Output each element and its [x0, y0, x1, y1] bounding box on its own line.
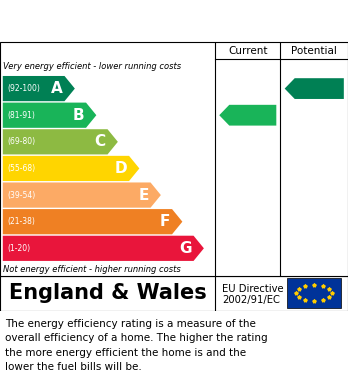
Text: 2002/91/EC: 2002/91/EC — [222, 294, 280, 305]
Text: A: A — [51, 81, 63, 96]
Text: (55-68): (55-68) — [7, 164, 35, 173]
Text: (92-100): (92-100) — [7, 84, 40, 93]
Text: Energy Efficiency Rating: Energy Efficiency Rating — [9, 13, 249, 31]
Text: England & Wales: England & Wales — [9, 283, 206, 303]
Polygon shape — [285, 78, 344, 99]
Text: C: C — [95, 135, 106, 149]
Text: D: D — [115, 161, 127, 176]
Polygon shape — [3, 183, 161, 208]
Polygon shape — [3, 209, 182, 234]
Text: G: G — [179, 241, 192, 256]
Text: B: B — [73, 108, 84, 123]
Bar — [287, 278, 341, 308]
Text: (69-80): (69-80) — [7, 137, 35, 146]
Polygon shape — [3, 102, 96, 128]
Text: Potential: Potential — [291, 46, 337, 56]
Polygon shape — [3, 236, 204, 261]
Polygon shape — [219, 105, 276, 126]
Text: (81-91): (81-91) — [7, 111, 35, 120]
Text: (21-38): (21-38) — [7, 217, 35, 226]
Text: 84: 84 — [252, 108, 273, 123]
Text: The energy efficiency rating is a measure of the
overall efficiency of a home. T: The energy efficiency rating is a measur… — [5, 319, 268, 372]
Text: EU Directive: EU Directive — [222, 284, 284, 294]
Text: 95: 95 — [319, 81, 340, 96]
Text: (1-20): (1-20) — [7, 244, 30, 253]
Polygon shape — [3, 129, 118, 154]
Polygon shape — [3, 156, 139, 181]
Text: Current: Current — [228, 46, 268, 56]
Polygon shape — [3, 76, 75, 101]
Text: F: F — [160, 214, 170, 229]
Text: (39-54): (39-54) — [7, 190, 35, 199]
Text: Not energy efficient - higher running costs: Not energy efficient - higher running co… — [3, 265, 181, 274]
Text: E: E — [139, 188, 149, 203]
Text: Very energy efficient - lower running costs: Very energy efficient - lower running co… — [3, 62, 182, 71]
